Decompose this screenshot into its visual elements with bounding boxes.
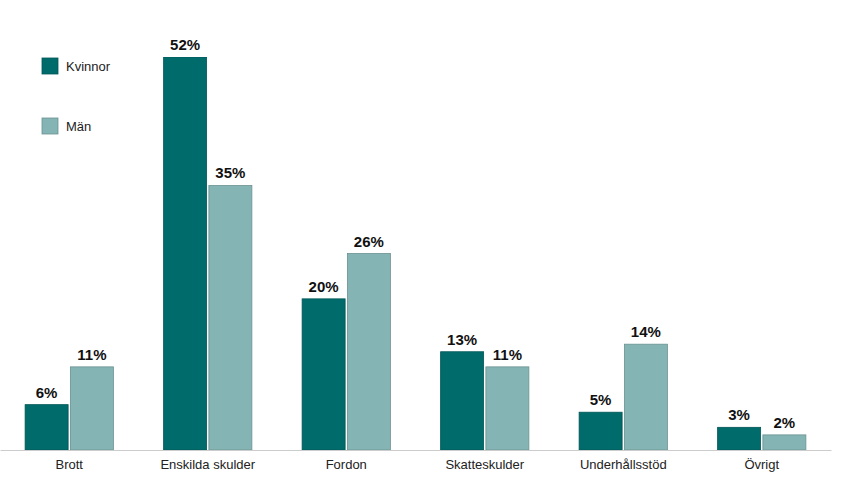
x-tick-label: Brott <box>56 457 84 472</box>
legend-swatch <box>42 118 58 134</box>
bars <box>25 57 806 450</box>
bar <box>25 405 68 450</box>
x-tick: Enskilda skulder <box>160 457 255 472</box>
x-tick-label: Fordon <box>326 457 367 472</box>
data-label: 11% <box>493 346 522 363</box>
x-tick-label: Enskilda skulder <box>160 457 255 472</box>
bar <box>624 344 667 450</box>
data-label: 35% <box>215 164 245 181</box>
bar <box>302 299 345 450</box>
bar <box>347 254 390 451</box>
bar <box>486 367 529 450</box>
x-tick: Brott <box>56 457 84 472</box>
data-label: 26% <box>354 233 384 250</box>
data-label: 5% <box>590 391 612 408</box>
bar <box>763 435 806 450</box>
x-tick: Fordon <box>326 457 367 472</box>
x-tick: Skatteskulder <box>445 457 524 472</box>
bar-series <box>70 185 806 450</box>
bar <box>209 185 252 450</box>
legend-swatch <box>42 58 58 74</box>
legend-item: Män <box>42 118 91 134</box>
legend-item: Kvinnor <box>42 58 111 74</box>
data-labels: 6% 52% 20% 13% 5% 3% 11% 35% 26% 11% 14% 2% <box>36 36 795 431</box>
data-label: 11% <box>77 346 106 363</box>
bar <box>441 352 484 450</box>
legend-label: Kvinnor <box>66 59 111 74</box>
bar-series <box>25 57 761 450</box>
data-label: 6% <box>36 384 58 401</box>
chart-container: 6% 52% 20% 13% 5% 3% 11% 35% 26% 11% 14% 2% Brott Ens… <box>0 0 849 478</box>
x-tick-label: Underhållsstöd <box>580 457 667 472</box>
x-tick-label: Skatteskulder <box>445 457 524 472</box>
legend: Kvinnor Män <box>42 58 111 134</box>
x-tick: Underhållsstöd <box>580 457 667 472</box>
bar <box>70 367 113 450</box>
data-label: 14% <box>631 323 661 340</box>
data-label: 20% <box>309 278 339 295</box>
x-axis-line <box>1 450 832 451</box>
data-label: 52% <box>170 36 200 53</box>
data-label: 2% <box>774 414 796 431</box>
legend-label: Män <box>66 119 91 134</box>
chart-svg: 6% 52% 20% 13% 5% 3% 11% 35% 26% 11% 14% 2% Brott Ens… <box>0 0 849 478</box>
bar <box>164 57 207 450</box>
bar <box>579 412 622 450</box>
x-tick-label: Övrigt <box>744 457 779 472</box>
bar <box>718 427 761 450</box>
data-label: 3% <box>728 406 750 423</box>
x-axis: Brott Enskilda skulder Fordon Skatteskulder… <box>1 451 832 473</box>
x-tick: Övrigt <box>744 457 779 472</box>
data-label: 13% <box>447 331 477 348</box>
